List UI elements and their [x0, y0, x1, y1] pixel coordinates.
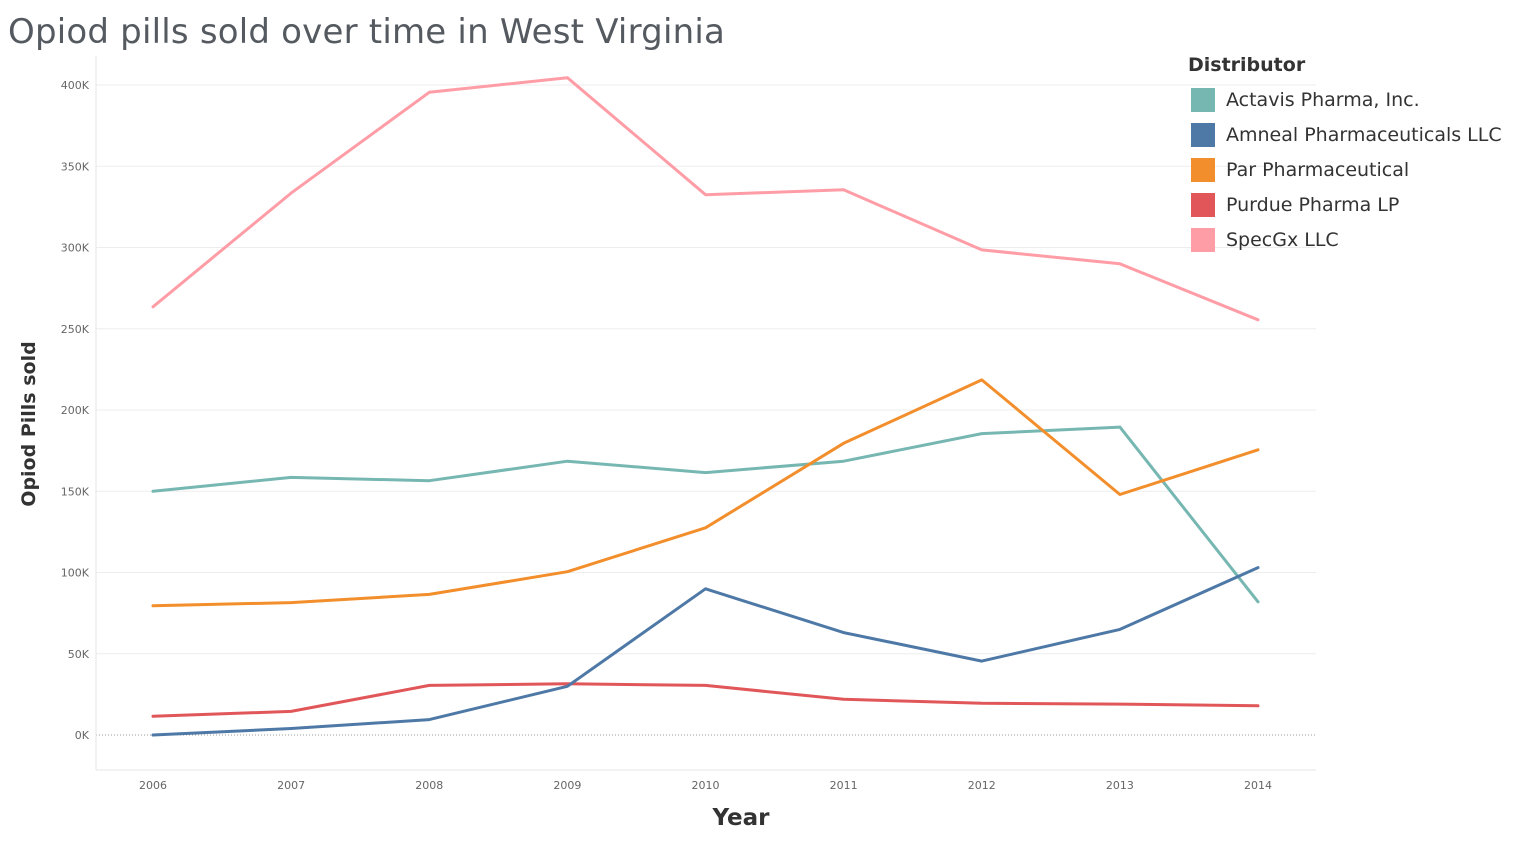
legend-item-purdue[interactable]: Purdue Pharma LP — [1188, 187, 1508, 222]
x-tick-label: 2010 — [692, 779, 720, 792]
legend-swatch — [1191, 87, 1215, 112]
y-tick-label: 150K — [61, 485, 90, 498]
y-tick-label: 0K — [75, 729, 90, 742]
legend-title: Distributor — [1188, 54, 1306, 76]
axes: 0K 50K 100K 150K 200K 250K 300K 350K 400K 2006 200… — [61, 56, 1316, 792]
y-tick-label: 200K — [61, 404, 90, 417]
x-axis-title: Year — [712, 805, 770, 831]
x-tick-label: 2006 — [139, 779, 167, 792]
y-tick-label: 100K — [61, 567, 90, 580]
legend-item-actavis[interactable]: Actavis Pharma, Inc. — [1188, 82, 1508, 117]
legend-swatch — [1191, 227, 1215, 252]
series-line — [151, 76, 1260, 322]
series-line — [151, 682, 1260, 718]
legend: Distributor Actavis Pharma, Inc. Amneal … — [1188, 54, 1508, 257]
legend-swatch — [1191, 122, 1215, 147]
legend-item-specgx[interactable]: SpecGx LLC — [1188, 222, 1508, 257]
y-tick-label: 250K — [61, 323, 90, 336]
y-tick-label: 350K — [61, 160, 90, 173]
legend-swatch — [1191, 157, 1215, 182]
y-tick-label: 300K — [61, 242, 90, 255]
legend-swatch — [1191, 192, 1215, 217]
x-tick-label: 2012 — [968, 779, 996, 792]
legend-item-par[interactable]: Par Pharmaceutical — [1188, 152, 1508, 187]
legend-label: Purdue Pharma LP — [1226, 193, 1400, 216]
y-tick-label: 400K — [61, 79, 90, 92]
x-tick-label: 2011 — [830, 779, 858, 792]
legend-label: Actavis Pharma, Inc. — [1226, 88, 1420, 111]
gridlines — [96, 84, 1316, 736]
y-axis-title: Opiod Pills sold — [18, 341, 40, 507]
y-tick-label: 50K — [68, 648, 90, 661]
legend-label: SpecGx LLC — [1226, 228, 1339, 251]
legend-item-amneal[interactable]: Amneal Pharmaceuticals LLC — [1188, 117, 1508, 152]
legend-label: Amneal Pharmaceuticals LLC — [1226, 123, 1502, 146]
x-tick-label: 2014 — [1244, 779, 1272, 792]
series-line — [151, 566, 1260, 737]
chart-title: Opiod pills sold over time in West Virgi… — [8, 12, 726, 52]
x-tick-label: 2007 — [277, 779, 305, 792]
x-tick-label: 2009 — [553, 779, 581, 792]
series-line — [151, 378, 1260, 608]
series-lines — [151, 76, 1260, 737]
legend-label: Par Pharmaceutical — [1226, 158, 1410, 181]
x-tick-label: 2008 — [415, 779, 443, 792]
series-line — [151, 425, 1260, 604]
x-tick-label: 2013 — [1106, 779, 1134, 792]
